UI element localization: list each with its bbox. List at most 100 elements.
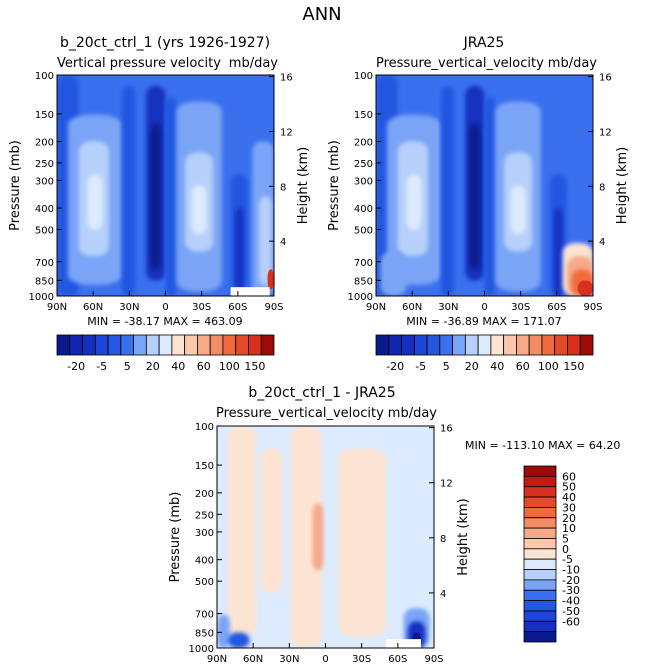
colorbar-tick-label: 5	[562, 532, 569, 545]
colorbar-swatch	[413, 334, 428, 356]
y-tick-label: 100	[195, 422, 214, 433]
colorbar-tick-label: 5	[124, 360, 131, 373]
colorbar-swatch	[171, 334, 186, 356]
x-tick-label: 60N	[243, 654, 263, 665]
y-tick-label: 400	[35, 204, 54, 215]
x-tick-label: 60S	[547, 302, 566, 313]
colorbar-tick-label: -20	[67, 360, 85, 373]
y-tick-label: 300	[195, 528, 214, 539]
colorbar-tick-label: -40	[562, 595, 580, 608]
contour-region	[260, 448, 283, 593]
x-tick-label: 0	[322, 654, 328, 665]
x-tick-label: 0	[162, 302, 168, 313]
contour-region	[258, 196, 272, 285]
colorbar-swatch	[554, 334, 568, 356]
colorbar-tick-label: 150	[563, 360, 584, 373]
contour-region	[553, 207, 563, 296]
panel-jra25-title: JRA25	[463, 35, 505, 51]
panel-model: b_20ct_ctrl_1 (yrs 1926-1927) Vertical p…	[8, 35, 311, 373]
contour-region-max	[577, 280, 593, 296]
contour-region	[441, 86, 455, 296]
colorbar-swatch	[235, 334, 249, 356]
figure-title: ANN	[302, 4, 341, 25]
y-tick-label: 700	[195, 610, 214, 621]
contour-region	[406, 174, 422, 230]
x-tick-label: 30N	[119, 302, 139, 313]
colorbar-tick-label: -5	[96, 360, 107, 373]
colorbar-swatch	[452, 334, 466, 356]
y-tick-label: 150	[354, 110, 373, 121]
contour-region	[234, 207, 244, 296]
colorbar-swatch	[120, 334, 134, 356]
y-right-tick-label: 4	[280, 237, 286, 248]
colorbar-swatch	[56, 334, 71, 356]
colorbar-swatch	[503, 334, 517, 356]
y-axis-label: Pressure (mb)	[327, 140, 342, 231]
contour-region	[217, 614, 231, 648]
colorbar-swatch	[490, 334, 505, 356]
colorbar-swatch	[523, 465, 557, 477]
y-tick-label: 400	[195, 556, 214, 567]
colorbar-swatch	[401, 334, 415, 356]
colorbar-tick-label: 50	[562, 481, 576, 494]
y-tick-label: 850	[195, 628, 214, 639]
colorbar-swatch	[523, 486, 557, 498]
colorbar-tick-label: 40	[490, 360, 504, 373]
panel-model-contour-field	[57, 75, 274, 296]
contour-region	[510, 185, 526, 235]
colorbar-swatch	[145, 334, 160, 356]
panel-model-subtitle: Vertical pressure velocity	[57, 56, 221, 71]
panel-difference-contour-field	[217, 426, 434, 648]
x-tick-label: 60N	[402, 302, 422, 313]
colorbar-tick-label: -60	[562, 615, 580, 628]
panel-jra25-colorbar: -20 -5 5 20 40 60 100 150	[375, 334, 594, 373]
x-tick-label: 90N	[366, 302, 386, 313]
colorbar-swatch	[523, 558, 557, 570]
y-right-tick-label: 8	[599, 182, 605, 193]
x-tick-label: 90S	[424, 654, 443, 665]
y-tick-label: 1000	[348, 292, 373, 303]
y-right-tick-label: 16	[599, 73, 612, 84]
y-tick-label: 100	[35, 71, 54, 82]
colorbar-tick-label: -10	[562, 564, 580, 577]
colorbar-swatch	[222, 334, 237, 356]
contour-region	[484, 97, 496, 296]
colorbar-swatch	[523, 548, 557, 560]
y-tick-label: 850	[35, 276, 54, 287]
contour-region	[227, 426, 257, 637]
colorbar-tick-label: 100	[219, 360, 240, 373]
contour-region-max	[267, 269, 274, 290]
colorbar-tick-label: -50	[562, 605, 580, 618]
colorbar-swatch	[248, 334, 262, 356]
panel-difference-stats: MIN = -113.10 MAX = 64.20	[465, 439, 620, 452]
panel-jra25-units: mb/day	[548, 56, 598, 71]
x-tick-label: 60N	[83, 302, 103, 313]
contour-region	[122, 86, 136, 296]
y-right-tick-label: 12	[280, 127, 293, 138]
colorbar-tick-label: -20	[562, 574, 580, 587]
contour-region	[290, 426, 322, 648]
colorbar-swatch	[260, 334, 275, 356]
y-tick-label: 400	[354, 204, 373, 215]
panel-difference-title: b_20ct_ctrl_1 - JRA25	[248, 385, 395, 401]
contour-region	[338, 448, 387, 637]
y-right-axis-label: Height (km)	[296, 147, 311, 224]
y-tick-label: 250	[354, 159, 373, 170]
contour-region	[87, 174, 103, 230]
x-tick-label: 30S	[192, 302, 211, 313]
y-tick-label: 500	[354, 225, 373, 236]
y-right-tick-label: 4	[440, 589, 446, 600]
colorbar-swatch	[523, 589, 557, 601]
y-tick-label: 700	[354, 258, 373, 269]
colorbar-swatch	[94, 334, 109, 356]
colorbar-swatch	[69, 334, 83, 356]
colorbar-swatch	[375, 334, 390, 356]
colorbar-swatch	[528, 334, 543, 356]
colorbar-swatch	[477, 334, 492, 356]
colorbar-swatch	[133, 334, 147, 356]
y-axis-label: Pressure (mb)	[8, 140, 23, 231]
